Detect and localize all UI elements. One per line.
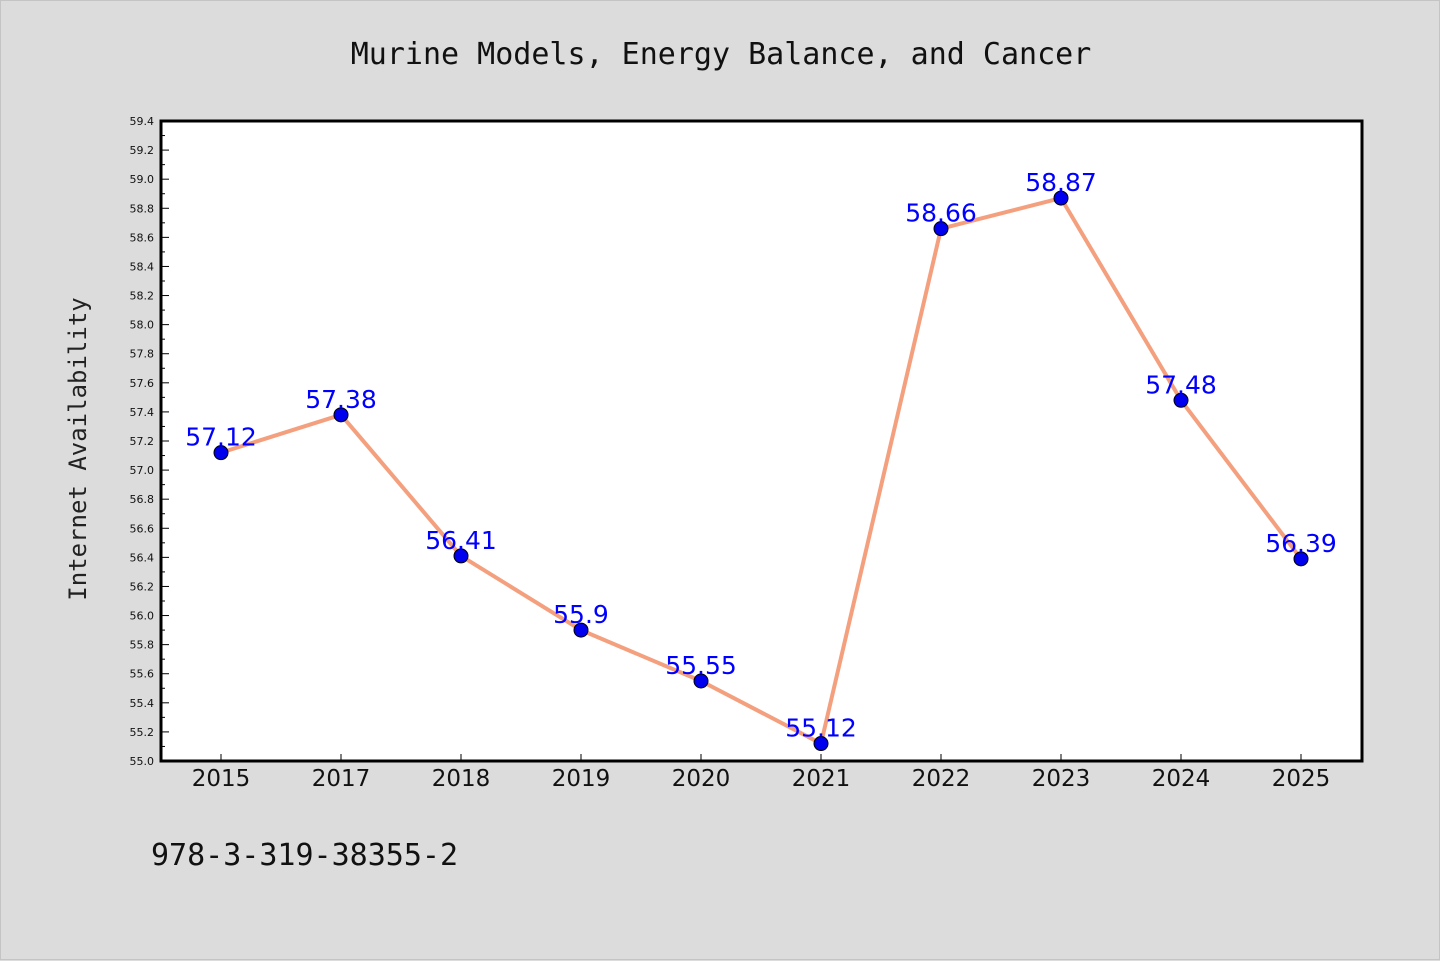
- x-axis: 2015 2017 2018 2019 2020 2021 2022 2023 2024 2025: [192, 754, 1331, 792]
- x-tick-label: 2021: [792, 766, 851, 792]
- y-tick-label: 56.8: [130, 493, 155, 506]
- y-tick-label: 57.2: [130, 435, 155, 448]
- y-tick-label: 57.6: [130, 377, 155, 390]
- data-point: [813, 736, 829, 752]
- y-tick-label: 58.0: [130, 319, 155, 332]
- y-tick-label: 55.8: [130, 639, 155, 652]
- y-tick-label: 57.4: [130, 406, 155, 419]
- y-tick-label: 59.4: [130, 115, 155, 128]
- y-tick-label: 59.2: [130, 144, 155, 157]
- y-tick-label: 58.2: [130, 290, 155, 303]
- y-tick-label: 56.0: [130, 610, 155, 623]
- y-tick-label: 58.6: [130, 231, 155, 244]
- data-label: 57.48: [1145, 370, 1217, 399]
- y-tick-label: 55.0: [130, 755, 155, 768]
- data-point: [693, 673, 709, 689]
- y-tick-label: 58.4: [130, 260, 155, 273]
- y-axis: 55.0 55.2 55.4 55.6 55.8 56.0 56.2 56.4 56.6 56.8…: [130, 115, 169, 768]
- x-tick-label: 2022: [912, 766, 971, 792]
- data-label: 55.55: [665, 651, 737, 680]
- y-tick-label: 55.4: [130, 697, 155, 710]
- data-label: 56.39: [1265, 529, 1337, 558]
- data-point: [1053, 190, 1069, 206]
- data-point: [1293, 551, 1309, 567]
- x-tick-label: 2025: [1272, 766, 1331, 792]
- data-point: [573, 622, 589, 638]
- data-point: [333, 407, 349, 423]
- y-tick-label: 57.8: [130, 348, 155, 361]
- data-label: 55.9: [553, 600, 609, 629]
- data-label: 57.38: [305, 385, 377, 414]
- y-tick-label: 56.2: [130, 580, 155, 593]
- data-label: 56.41: [425, 526, 497, 555]
- y-tick-label: 56.4: [130, 551, 155, 564]
- y-axis-label: Internet Availability: [64, 297, 92, 600]
- y-tick-label: 55.2: [130, 726, 155, 739]
- x-tick-label: 2019: [552, 766, 611, 792]
- data-label: 58.66: [905, 199, 977, 228]
- y-tick-label: 58.8: [130, 202, 155, 215]
- data-point: [453, 548, 469, 564]
- x-tick-label: 2023: [1032, 766, 1091, 792]
- data-label-group: 57.12 57.38 56.41 55.9 55.55 55.12 58.66 58.87 5…: [185, 168, 1337, 742]
- y-tick-label: 55.6: [130, 668, 155, 681]
- data-label: 55.12: [785, 714, 857, 743]
- x-tick-label: 2017: [312, 766, 371, 792]
- data-label: 57.12: [185, 423, 257, 452]
- data-label: 58.87: [1025, 168, 1097, 197]
- x-tick-label: 2018: [432, 766, 491, 792]
- y-tick-label: 57.0: [130, 464, 155, 477]
- y-tick-label: 56.6: [130, 522, 155, 535]
- x-tick-label: 2015: [192, 766, 251, 792]
- x-tick-label: 2020: [672, 766, 731, 792]
- isbn-footer: 978-3-319-38355-2: [151, 838, 458, 873]
- y-tick-label: 59.0: [130, 173, 155, 186]
- x-tick-label: 2024: [1152, 766, 1211, 792]
- plot-area: [159, 119, 1364, 763]
- data-point: [933, 221, 949, 237]
- data-point: [1173, 392, 1189, 408]
- chart-title: Murine Models, Energy Balance, and Cance…: [351, 37, 1092, 72]
- data-point: [213, 445, 229, 461]
- series-line-group: [219, 196, 1303, 746]
- marker-group: [213, 190, 1309, 752]
- series-line: [219, 196, 1303, 746]
